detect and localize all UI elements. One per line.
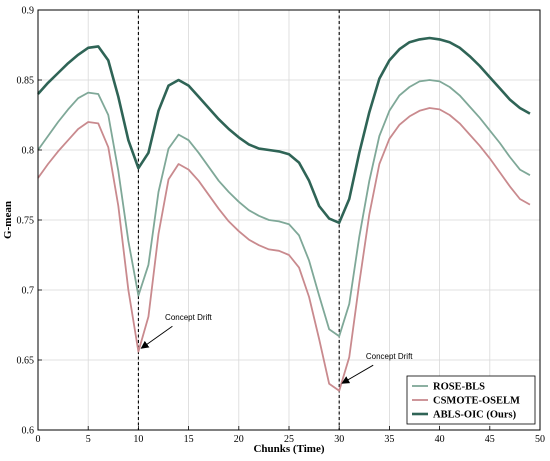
series-line: [37, 79, 531, 338]
series-group: [37, 36, 531, 392]
x-tick-label: 0: [36, 434, 41, 445]
grid: [37, 9, 541, 431]
series-line: [37, 107, 531, 392]
y-tick-label: 0.65: [17, 356, 35, 367]
x-tick-label: 50: [535, 434, 545, 445]
x-axis-label: Chunks (Time): [253, 443, 324, 455]
x-tick-label: 45: [485, 434, 495, 445]
annotation-label: Concept Drift: [165, 313, 212, 322]
annotations: Concept Drift Concept Drift: [140, 313, 413, 384]
annotation-arrow: [341, 364, 374, 384]
legend: ROSE-BLS CSMOTE-OSELM ABLS-OIC (Ours): [406, 375, 536, 425]
annotation-label: Concept Drift: [366, 352, 413, 361]
x-tick-label: 5: [86, 434, 91, 445]
y-tick-label: 0.7: [22, 286, 35, 297]
x-tick-label: 20: [234, 434, 244, 445]
x-tick-label: 30: [334, 434, 344, 445]
y-tick-label: 0.75: [17, 216, 35, 227]
x-tick-label: 40: [435, 434, 445, 445]
legend-label: ROSE-BLS: [433, 382, 485, 393]
x-tick-label: 25: [284, 434, 294, 445]
series-line: [37, 36, 531, 225]
x-tick-label: 35: [384, 434, 394, 445]
x-tick-label: 15: [184, 434, 194, 445]
legend-box: [406, 375, 536, 425]
ticks: 0 5 10 15 20 25 30 35 40 45 50 0.6 0.65 0.7 0.75 0.8 0.8…: [17, 6, 546, 446]
y-tick-label: 0.9: [22, 6, 35, 17]
y-tick-label: 0.85: [17, 76, 35, 87]
legend-label: ABLS-OIC (Ours): [433, 410, 517, 421]
annotation-arrow: [140, 325, 173, 349]
legend-label: CSMOTE-OSELM: [433, 396, 520, 407]
x-tick-label: 10: [133, 434, 143, 445]
y-tick-label: 0.8: [22, 146, 35, 157]
y-tick-label: 0.6: [22, 426, 35, 437]
y-axis-label: G-mean: [2, 201, 14, 239]
